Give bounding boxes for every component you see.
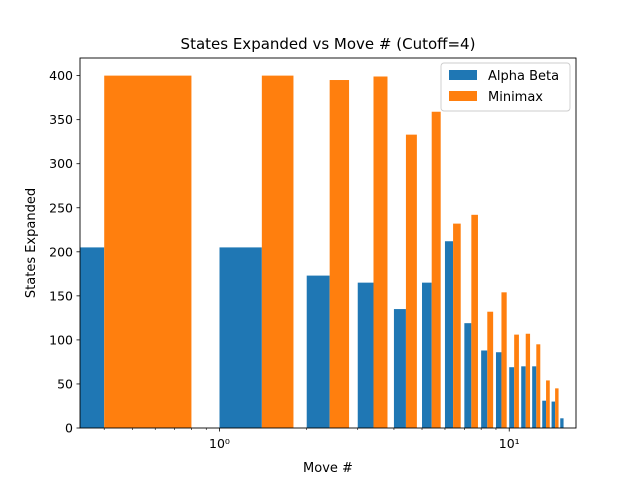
alpha-beta-bar [551,401,556,428]
minimax-bar [373,76,388,428]
alpha-beta-bar [509,367,515,428]
x-tick-label: 10¹ [499,436,520,451]
alpha-beta-bar [532,366,537,428]
minimax-bar [514,334,519,428]
y-tick-label: 150 [49,288,73,303]
alpha-beta-bar [542,400,547,428]
plot-frame [79,57,577,429]
legend-label-alpha-beta: Alpha Beta [488,69,559,84]
ticks-group: 0 50 100 150 200 250 300 350 400 10⁰ 10¹ [49,68,520,451]
minimax-bar [501,292,507,428]
y-tick-label: 100 [49,332,73,347]
y-tick-label: 250 [49,200,73,215]
y-tick-label: 50 [57,376,73,391]
alpha-beta-bar [560,418,564,428]
alpha-beta-bar [219,247,262,428]
y-tick-label: 400 [49,68,73,83]
alpha-beta-bar [306,275,330,428]
minimax-bar [453,223,461,428]
bars-group [80,75,564,429]
minimax-bar [525,333,531,428]
alpha-beta-bar [422,282,432,428]
alpha-beta-bar [464,323,472,428]
legend-label-minimax: Minimax [488,90,543,105]
legend-swatch-alpha-beta [449,70,477,80]
y-tick-label: 350 [49,112,73,127]
alpha-beta-bar [80,247,105,428]
alpha-beta-bar [444,241,454,428]
y-tick-label: 300 [49,156,73,171]
minimax-bar [546,380,550,428]
alpha-beta-bar [357,282,374,428]
legend: Alpha Beta Minimax [440,62,571,112]
minimax-bar [471,214,478,428]
minimax-bar [536,344,541,428]
minimax-bar [431,111,441,429]
y-axis-label: States Expanded [24,188,39,298]
alpha-beta-bar [521,366,526,428]
y-tick-label: 0 [65,421,73,436]
minimax-bar [104,75,192,429]
minimax-bar [261,75,294,429]
legend-swatch-minimax [449,91,477,101]
minimax-bar [487,311,494,428]
alpha-beta-bar [481,350,488,428]
y-tick-label: 200 [49,244,73,259]
minimax-bar [555,388,559,428]
x-tick-label: 10⁰ [209,436,230,451]
minimax-bar [405,134,417,428]
x-axis-label: Move # [303,461,353,476]
chart-title: States Expanded vs Move # (Cutoff=4) [181,35,476,53]
minimax-bar [329,80,350,429]
alpha-beta-bar [495,352,502,428]
alpha-beta-bar [393,309,406,428]
